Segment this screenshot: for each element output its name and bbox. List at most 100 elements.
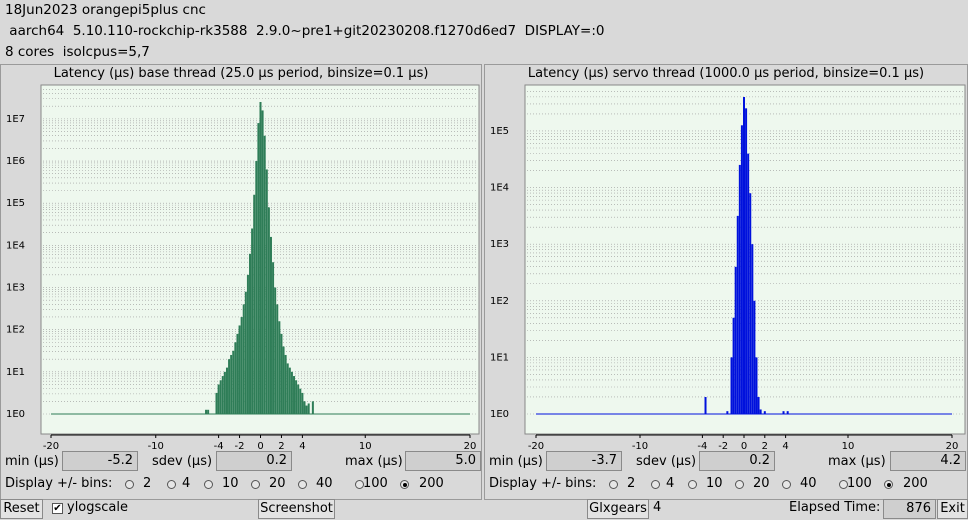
y-tick-label: 1E2 (490, 296, 509, 307)
histogram-bar (265, 169, 268, 414)
histogram-bar (757, 397, 760, 414)
bins-radio-4[interactable] (167, 480, 176, 489)
histogram-bar (290, 371, 293, 414)
x-tick-label: -10 (632, 441, 648, 452)
histogram-bar (246, 274, 249, 414)
glxgears-button[interactable]: Glxgears (587, 499, 649, 519)
glxgears-count: 4 (653, 500, 662, 515)
reset-button[interactable]: Reset (0, 499, 43, 519)
bins-radio-2[interactable] (125, 480, 134, 489)
x-tick-label: -2 (235, 441, 245, 452)
servo-min-label: min (µs) (489, 454, 543, 469)
x-tick-label: 2 (762, 441, 768, 452)
bins-radio-40[interactable] (782, 480, 791, 489)
bins-radio-20[interactable] (735, 480, 744, 489)
histogram-bar (749, 193, 752, 414)
histogram-bar (763, 411, 766, 414)
histogram-bar (261, 110, 264, 414)
histogram-bar (249, 253, 252, 414)
histogram-bar (257, 123, 260, 414)
bins-radio-40[interactable] (298, 480, 307, 489)
x-tick-label: 10 (842, 441, 855, 452)
y-tick-label: 1E7 (6, 114, 25, 125)
histogram-bar (230, 354, 233, 414)
bins-radio-100[interactable] (839, 480, 848, 489)
histogram-bar (274, 287, 277, 414)
elapsed-time-label: Elapsed Time: (789, 500, 881, 515)
base-min-value: -5.2 (62, 451, 138, 471)
histogram-bar (251, 228, 254, 414)
base-max-label: max (µs) (345, 454, 403, 469)
histogram-bar (303, 401, 306, 414)
system-info-line: aarch64 5.10.110-rockchip-rk3588 2.9.0~p… (5, 23, 605, 39)
base-sdev-label: sdev (µs) (152, 454, 213, 469)
ylogscale-checkbox[interactable]: ✔ (52, 503, 63, 514)
histogram-bar (225, 367, 228, 414)
y-tick-label: 1E4 (6, 240, 25, 251)
host-info-line: 18Jun2023 orangepi5plus cnc (5, 2, 206, 18)
histogram-bar (242, 304, 245, 414)
histogram-bar (305, 405, 308, 414)
histogram-bar (282, 346, 285, 414)
exit-button[interactable]: Exit (937, 499, 968, 519)
x-tick-label: 4 (299, 441, 305, 452)
x-tick-label: -4 (214, 441, 224, 452)
histogram-bar (293, 376, 296, 414)
x-tick-label: -2 (718, 441, 728, 452)
histogram-bar (272, 262, 275, 414)
bins-radio-4[interactable] (651, 480, 660, 489)
bins-radio-2[interactable] (609, 480, 618, 489)
y-tick-label: 1E1 (6, 367, 25, 378)
ylogscale-label: ylogscale (67, 500, 129, 515)
histogram-bar (244, 291, 247, 414)
screenshot-button[interactable]: Screenshot (258, 499, 335, 519)
histogram-bar (232, 350, 235, 414)
histogram-bar (736, 215, 739, 414)
x-tick-label: -20 (43, 441, 59, 452)
histogram-bar (278, 321, 281, 414)
servo-thread-panel: Latency (µs) servo thread (1000.0 µs per… (484, 64, 968, 500)
base-min-label: min (µs) (5, 454, 59, 469)
histogram-bar (221, 376, 224, 414)
bins-option-label: 4 (666, 476, 675, 491)
bins-option-label: 20 (269, 476, 286, 491)
histogram-bar (276, 304, 279, 414)
x-tick-label: 10 (359, 441, 372, 452)
histogram-bar (786, 411, 789, 414)
bins-option-label: 4 (182, 476, 191, 491)
histogram-bar (253, 194, 256, 414)
histogram-bar (238, 325, 241, 414)
bins-radio-100[interactable] (355, 480, 364, 489)
histogram-bar (753, 300, 756, 414)
histogram-bar (286, 363, 289, 414)
y-tick-label: 1E3 (490, 239, 509, 250)
histogram-bar (263, 135, 266, 414)
y-tick-label: 1E3 (6, 283, 25, 294)
bins-radio-20[interactable] (251, 480, 260, 489)
bins-radio-200[interactable] (400, 480, 409, 489)
cpu-info-line: 8 cores isolcpus=5,7 (5, 44, 150, 60)
histogram-bar (782, 411, 785, 414)
histogram-bar (759, 409, 762, 414)
histogram-bar (738, 164, 741, 414)
y-tick-label: 1E0 (6, 409, 25, 420)
bins-option-label: 20 (753, 476, 770, 491)
histogram-bar (297, 384, 300, 414)
histogram-bar (255, 161, 258, 414)
histogram-bar (301, 392, 304, 414)
histogram-bar (259, 102, 262, 414)
y-tick-label: 1E2 (6, 325, 25, 336)
histogram-bar (284, 354, 287, 414)
base-max-value: 5.0 (405, 451, 481, 471)
histogram-bar (219, 380, 222, 414)
bins-radio-10[interactable] (688, 480, 697, 489)
bins-option-label: 40 (800, 476, 817, 491)
bins-radio-200[interactable] (884, 480, 893, 489)
bins-option-label: 200 (419, 476, 444, 491)
y-tick-label: 1E5 (6, 198, 25, 209)
x-tick-label: 0 (741, 441, 747, 452)
bins-radio-10[interactable] (204, 480, 213, 489)
y-tick-label: 1E1 (490, 352, 509, 363)
histogram-bar (740, 125, 743, 414)
